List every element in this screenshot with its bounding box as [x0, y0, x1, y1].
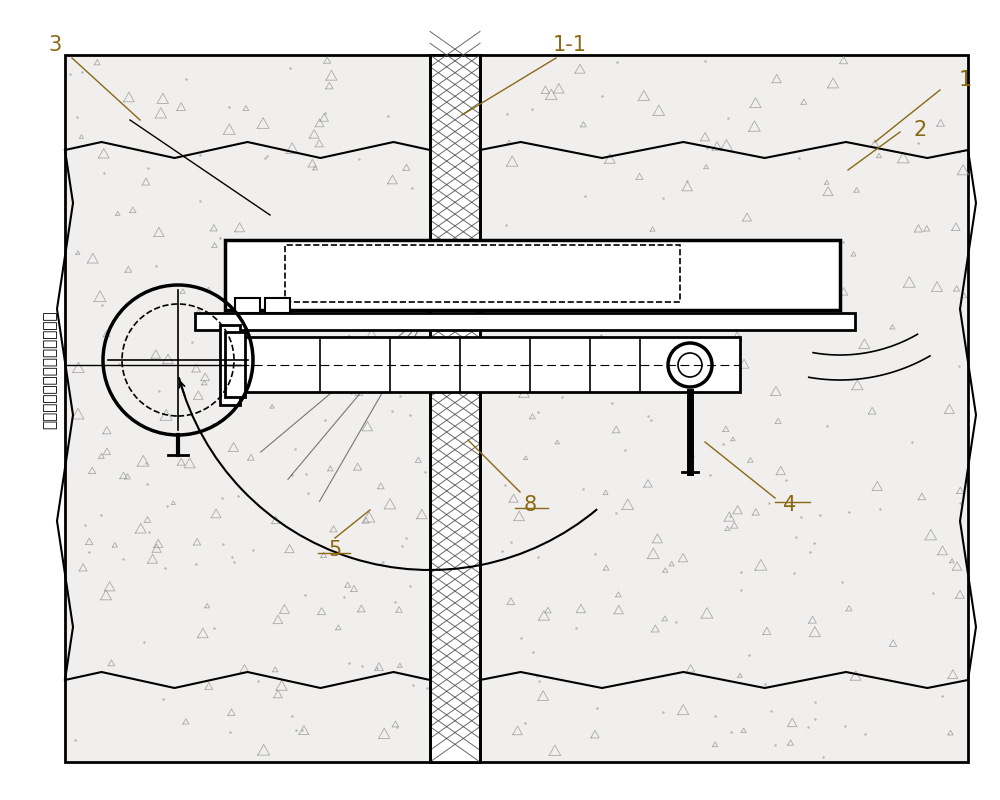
- Bar: [220, 325, 240, 405]
- Text: 沿第一水平方向角度变化方向: 沿第一水平方向角度变化方向: [42, 310, 58, 430]
- Bar: [225, 332, 245, 397]
- Text: 1: 1: [958, 70, 972, 90]
- Bar: [430, 55, 480, 762]
- Text: 1-1: 1-1: [553, 35, 587, 55]
- Text: 3: 3: [48, 35, 62, 55]
- Bar: [265, 298, 290, 313]
- Bar: [195, 313, 855, 330]
- Bar: [235, 298, 260, 313]
- Bar: [225, 240, 840, 310]
- Bar: [240, 337, 740, 392]
- Bar: [285, 245, 680, 302]
- Text: 8: 8: [523, 495, 537, 515]
- Text: 4: 4: [783, 495, 797, 515]
- Text: 2: 2: [913, 120, 927, 140]
- Text: 5: 5: [328, 540, 342, 560]
- Bar: [65, 55, 968, 762]
